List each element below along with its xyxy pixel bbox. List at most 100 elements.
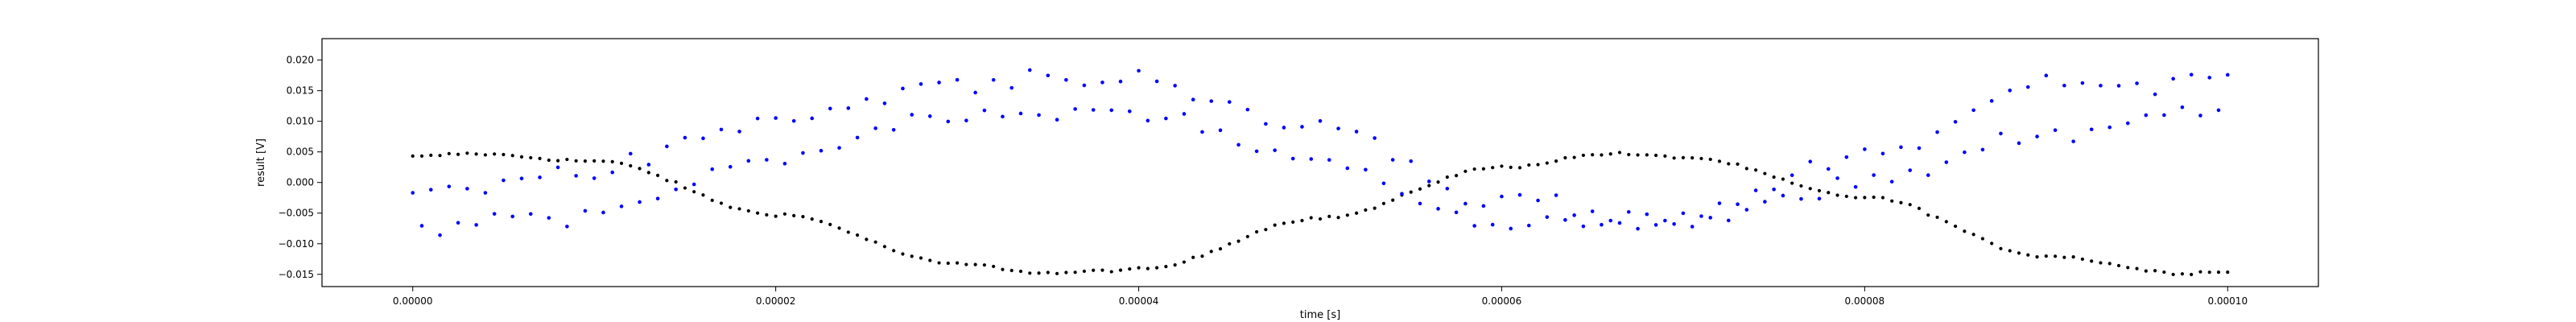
data-point	[629, 163, 633, 168]
data-point	[1118, 79, 1123, 84]
data-point	[1227, 100, 1232, 104]
data-point	[973, 90, 977, 95]
data-point	[729, 205, 733, 209]
data-point	[892, 249, 896, 253]
data-point	[2225, 72, 2230, 77]
x-tick-label: 0.00008	[1845, 295, 1885, 307]
data-point	[1545, 161, 1549, 165]
data-point	[1327, 214, 1331, 218]
data-point	[919, 256, 923, 260]
data-point	[1191, 97, 1195, 101]
data-point	[801, 215, 805, 219]
data-point	[2062, 83, 2066, 88]
data-point	[1118, 268, 1123, 272]
data-point	[1799, 196, 1803, 201]
data-point	[1990, 242, 1994, 246]
data-point	[1563, 155, 1567, 160]
data-point	[1980, 237, 1985, 241]
data-point	[1763, 171, 1767, 175]
data-point	[982, 108, 987, 113]
plot-area	[321, 38, 2319, 287]
data-point	[837, 226, 841, 230]
data-point	[819, 220, 824, 224]
data-point	[910, 113, 914, 117]
data-point	[1526, 223, 1531, 228]
x-axis-ticks: 0.00000 0.00002 0.00004 0.00006 0.00008 0.000…	[393, 287, 2248, 307]
data-point	[1926, 213, 1930, 217]
data-point	[1600, 153, 1604, 157]
data-point	[701, 193, 705, 197]
data-point	[492, 212, 497, 216]
data-point	[1137, 68, 1141, 73]
data-point	[1164, 265, 1168, 269]
data-point	[1590, 209, 1595, 213]
data-point	[2180, 272, 2185, 276]
data-point	[1872, 195, 1876, 200]
data-point	[1717, 201, 1722, 205]
data-point	[1345, 213, 1349, 217]
data-point	[1517, 192, 1522, 197]
data-point	[1037, 271, 1041, 275]
data-point	[1926, 173, 1930, 177]
data-point	[1908, 168, 1913, 172]
data-point	[782, 161, 787, 166]
data-point	[1426, 180, 1431, 184]
data-point	[1808, 187, 1812, 191]
data-point	[755, 116, 760, 121]
data-point	[828, 106, 832, 111]
data-point	[1790, 173, 1794, 177]
data-point	[1001, 267, 1005, 271]
data-point	[1963, 229, 1967, 233]
data-point	[1028, 271, 1032, 275]
data-point	[1164, 116, 1168, 121]
data-point	[1046, 73, 1051, 78]
data-point	[792, 213, 796, 217]
data-point	[846, 106, 851, 110]
data-point	[946, 119, 951, 124]
data-point	[1373, 136, 1377, 140]
data-point	[1418, 187, 1422, 191]
data-point	[1917, 146, 1922, 151]
data-point	[2171, 76, 2175, 81]
data-layer	[411, 68, 2230, 277]
data-point	[901, 86, 905, 91]
data-point	[1354, 130, 1359, 134]
data-point	[1708, 157, 1712, 162]
data-point	[2099, 261, 2103, 265]
data-point	[1073, 107, 1077, 111]
data-point	[1844, 155, 1849, 159]
data-point	[992, 264, 996, 269]
data-point	[1600, 222, 1604, 227]
data-point	[2135, 266, 2139, 270]
data-point	[1254, 229, 1259, 234]
data-point	[456, 221, 460, 225]
data-point	[2180, 105, 2185, 109]
data-point	[1109, 108, 1114, 113]
series-black	[411, 151, 2230, 277]
data-point	[1572, 213, 1576, 217]
data-point	[1863, 196, 1867, 200]
data-point	[1536, 163, 1540, 167]
data-point	[1636, 153, 1640, 157]
data-point	[1645, 212, 1649, 217]
data-point	[1018, 269, 1023, 274]
series-blue	[411, 68, 2230, 237]
data-point	[1953, 224, 1958, 229]
data-point	[502, 178, 506, 183]
data-point	[1500, 164, 1504, 168]
data-point	[1690, 225, 1695, 229]
data-point	[1309, 216, 1313, 220]
data-point	[701, 136, 705, 141]
data-point	[1264, 228, 1268, 232]
data-point	[1336, 126, 1340, 130]
data-point	[1545, 215, 1550, 219]
data-point	[1318, 118, 1323, 123]
data-point	[2207, 76, 2212, 80]
data-point	[1354, 211, 1359, 215]
data-point	[2107, 262, 2112, 266]
data-point	[1880, 151, 1885, 156]
y-tick-label: −0.005	[279, 208, 314, 219]
data-point	[1626, 209, 1631, 214]
data-point	[1009, 85, 1014, 90]
